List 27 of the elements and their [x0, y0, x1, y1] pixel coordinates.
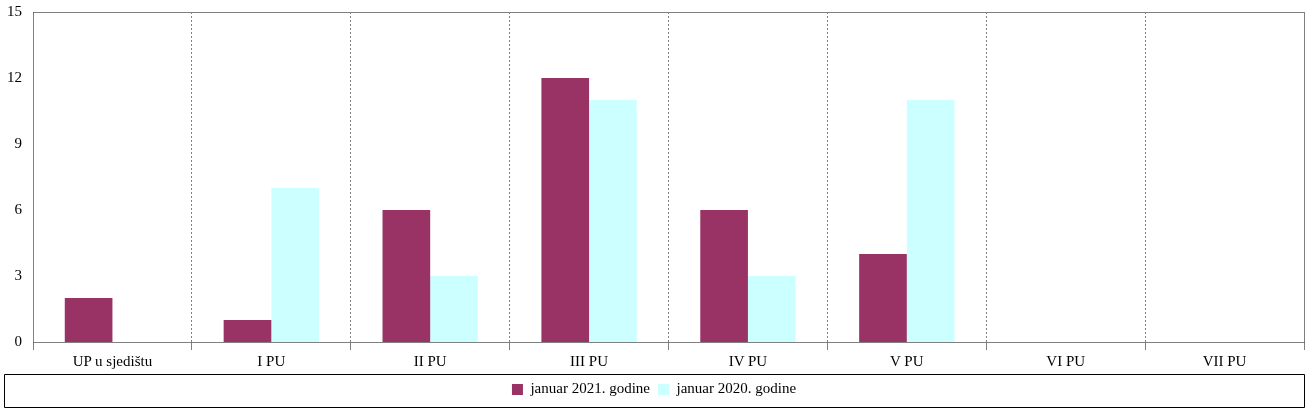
x-tick-label: VII PU [1202, 352, 1247, 369]
y-tick-label: 3 [14, 266, 22, 283]
x-tick-label: II PU [413, 352, 447, 369]
bar [382, 210, 431, 342]
legend-label: januar 2021. godine [529, 380, 651, 397]
x-tick-label: UP u sjedištu [72, 352, 153, 369]
x-tick-label: V PU [890, 352, 924, 369]
bar [223, 320, 272, 342]
y-tick-label: 15 [7, 2, 22, 19]
y-tick-label: 6 [14, 200, 23, 217]
bar [271, 188, 319, 342]
bar [747, 276, 796, 342]
bar [541, 78, 590, 342]
bar [430, 276, 478, 342]
x-tick-label: IV PU [728, 352, 768, 369]
y-tick-label: 12 [7, 68, 22, 85]
bar [700, 210, 748, 342]
bar [859, 254, 907, 342]
bar [589, 100, 637, 342]
y-tick-label: 9 [14, 134, 22, 151]
bar [64, 298, 113, 342]
x-tick-label: VI PU [1046, 352, 1086, 369]
bar [906, 100, 955, 342]
x-tick-label: III PU [570, 352, 609, 369]
y-tick-label: 0 [14, 332, 22, 349]
legend-label: januar 2020. godine [675, 380, 797, 397]
x-tick-label: I PU [257, 352, 286, 369]
